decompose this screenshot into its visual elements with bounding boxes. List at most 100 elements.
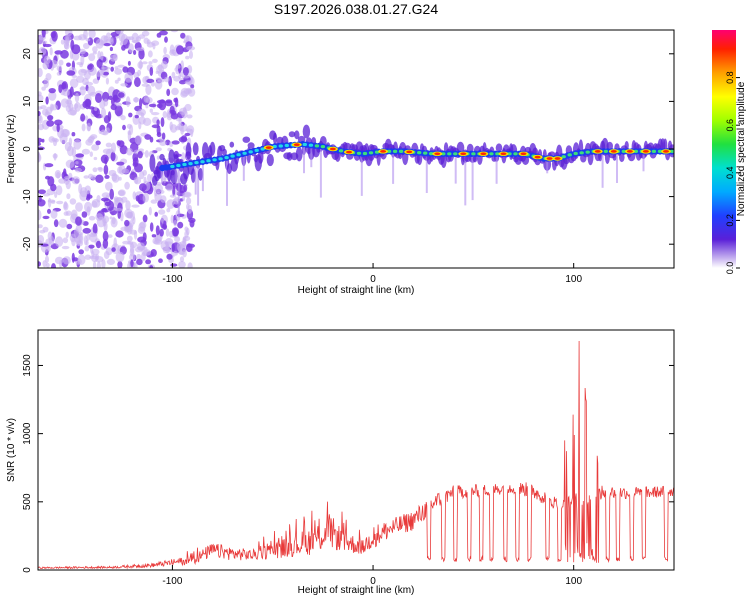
- ridge-peak: [417, 151, 422, 155]
- noise-blob: [149, 136, 154, 143]
- noise-blob: [64, 142, 72, 152]
- ridge-peak: [429, 152, 434, 156]
- noise-blob: [169, 121, 173, 131]
- ridge-peak: [657, 149, 663, 153]
- spectrogram-ytick-label: 0: [22, 146, 33, 152]
- noise-blob: [120, 115, 126, 121]
- noise-blob: [139, 171, 145, 180]
- noise-blob: [166, 208, 171, 213]
- ridge-halo: [286, 152, 293, 161]
- noise-blob: [131, 40, 140, 43]
- noise-blob: [154, 211, 158, 217]
- noise-blob: [113, 237, 117, 249]
- noise-blob: [95, 113, 103, 119]
- ridge-peak: [242, 151, 247, 155]
- colorbar-axes: 0.0 0.2 0.4 0.6 0.8: [725, 71, 740, 274]
- noise-blob: [88, 244, 95, 249]
- noise-blob: [158, 209, 166, 215]
- noise-blob: [151, 124, 160, 129]
- noise-blob: [130, 259, 134, 268]
- noise-blob: [166, 253, 173, 260]
- noise-blob: [120, 226, 129, 231]
- noise-blob: [42, 260, 47, 268]
- noise-blob: [70, 209, 78, 221]
- noise-blob: [87, 85, 96, 96]
- noise-blob: [105, 181, 113, 191]
- ridge-halo: [295, 146, 303, 162]
- ridge-peak: [368, 151, 374, 155]
- noise-blob: [75, 202, 83, 212]
- noise-blob: [101, 259, 106, 268]
- noise-blob: [63, 201, 68, 210]
- noise-blob: [127, 211, 133, 219]
- noise-blob: [186, 197, 192, 205]
- ridge-halo: [302, 124, 311, 139]
- ridge-halo: [185, 142, 192, 160]
- noise-blob: [152, 58, 158, 64]
- noise-blob: [160, 117, 165, 128]
- noise-blob: [117, 260, 123, 268]
- noise-blob: [88, 30, 96, 39]
- noise-blob: [75, 161, 79, 165]
- noise-blob: [71, 51, 80, 61]
- noise-blob: [47, 115, 54, 121]
- snr-xtick-label: -100: [162, 576, 182, 587]
- noise-blob: [133, 262, 138, 268]
- noise-blob: [95, 38, 104, 49]
- noise-blob: [121, 168, 130, 174]
- noise-blob: [54, 170, 62, 179]
- noise-blob: [62, 88, 70, 97]
- noise-blob: [149, 222, 154, 232]
- noise-blob: [39, 229, 46, 234]
- noise-blob: [135, 111, 143, 115]
- noise-blob: [117, 77, 121, 82]
- noise-blob: [101, 91, 110, 102]
- noise-blob: [121, 196, 128, 203]
- noise-blob: [71, 132, 76, 137]
- noise-blob: [84, 185, 92, 194]
- ridge-peak: [338, 149, 344, 153]
- noise-blob: [181, 75, 190, 79]
- noise-blob: [132, 97, 140, 103]
- noise-blob: [179, 256, 185, 263]
- ridge-peak: [453, 152, 458, 156]
- noise-blob: [145, 259, 152, 265]
- noise-blob: [81, 211, 88, 218]
- noise-blob: [145, 84, 152, 96]
- noise-blob: [139, 183, 147, 192]
- noise-blob: [113, 196, 119, 203]
- noise-blob: [56, 123, 60, 133]
- noise-blob: [69, 198, 77, 205]
- noise-blob: [71, 176, 81, 185]
- noise-blob: [108, 234, 113, 238]
- noise-blob: [98, 167, 103, 172]
- noise-blob: [76, 240, 84, 247]
- noise-blob: [48, 88, 56, 94]
- noise-blob: [84, 70, 91, 80]
- noise-blob: [62, 168, 67, 176]
- noise-blob: [92, 223, 98, 235]
- colorbar-tick-label: 0.6: [725, 119, 735, 132]
- noise-blob: [43, 55, 51, 65]
- noise-blob: [156, 131, 162, 138]
- ridge-peak: [603, 149, 608, 153]
- noise-blob: [132, 191, 137, 200]
- noise-blob: [38, 106, 43, 110]
- ridge-halo: [149, 154, 156, 172]
- noise-blob: [148, 206, 152, 216]
- noise-blob: [149, 66, 154, 76]
- noise-blob: [150, 199, 158, 204]
- noise-blob: [159, 30, 168, 36]
- noise-blob: [106, 258, 115, 265]
- colorbar-tick-label: 0.2: [725, 214, 735, 227]
- noise-blob: [114, 79, 119, 84]
- ridge-peak: [362, 151, 368, 156]
- noise-blob: [63, 177, 70, 185]
- noise-blob: [96, 261, 101, 268]
- ridge-peak: [230, 154, 235, 158]
- noise-blob: [101, 215, 110, 224]
- snr-ytick-label: 0: [22, 567, 33, 573]
- noise-blob: [38, 137, 43, 143]
- ridge-peak: [513, 152, 518, 156]
- ridge-halo: [247, 142, 255, 149]
